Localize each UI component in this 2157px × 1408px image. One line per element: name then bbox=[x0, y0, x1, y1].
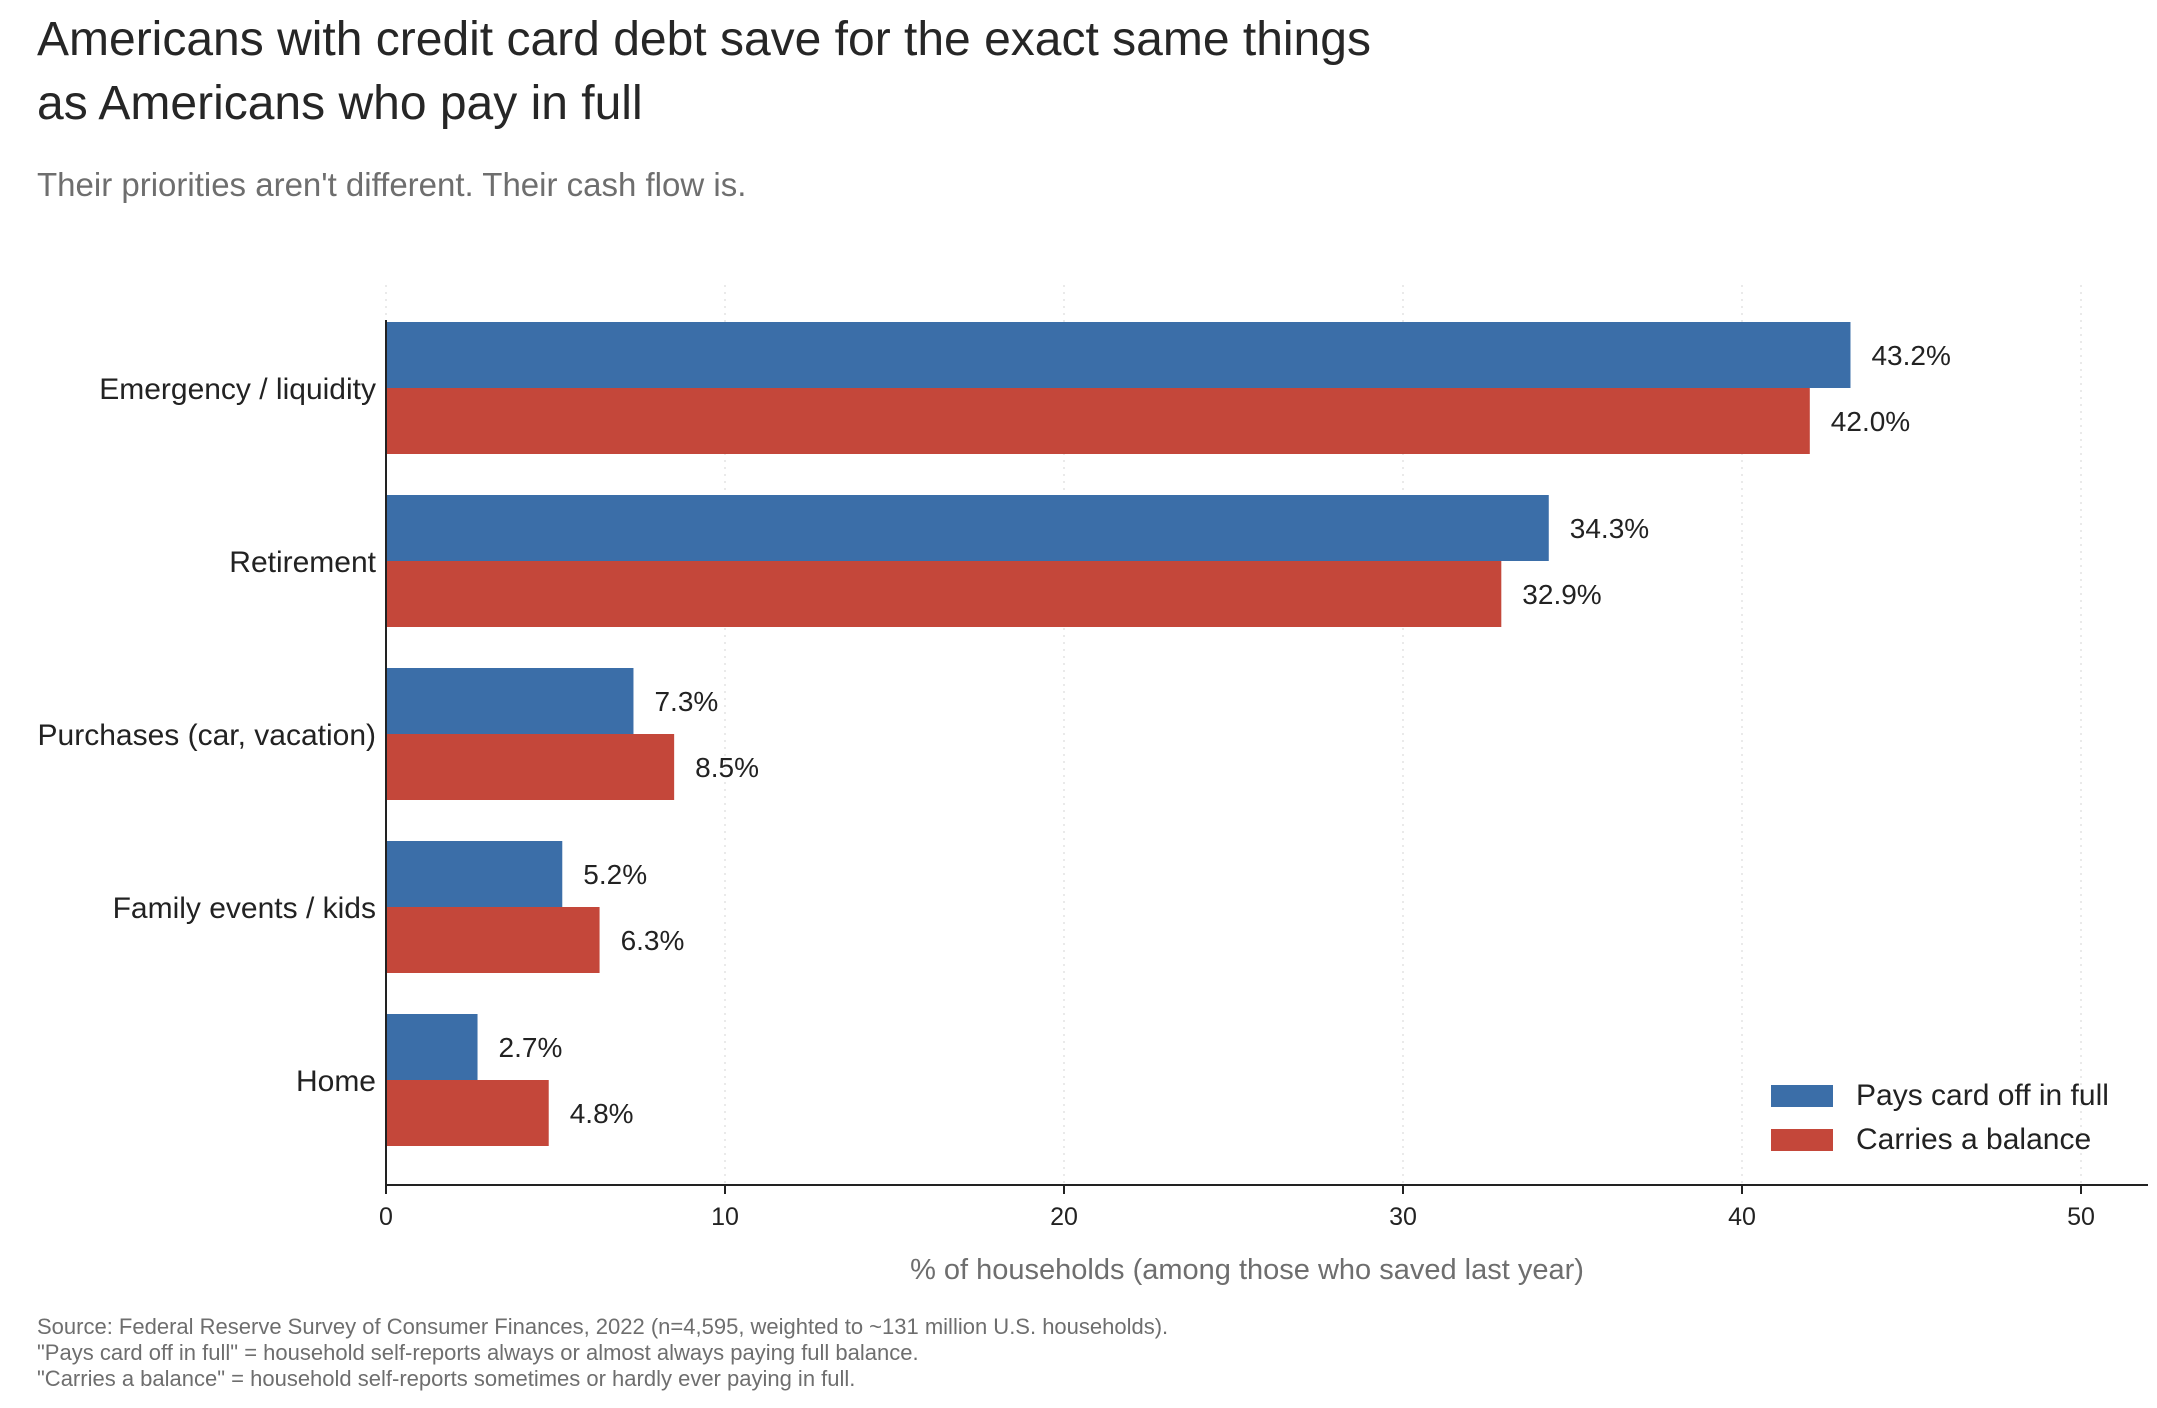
value-label-carries-balance-3: 6.3% bbox=[621, 925, 685, 956]
value-label-pays-in-full-3: 5.2% bbox=[583, 859, 647, 890]
value-label-carries-balance-2: 8.5% bbox=[695, 752, 759, 783]
legend-label-pays-in-full: Pays card off in full bbox=[1856, 1079, 2109, 1112]
x-tick-label-40: 40 bbox=[1728, 1203, 1756, 1231]
value-label-carries-balance-4: 4.8% bbox=[570, 1098, 634, 1129]
label-layer: 43.2% 42.0% Emergency / liquidity 34.3% 32.9… bbox=[38, 340, 1951, 1129]
chart-title-line-1: Americans with credit card debt save for… bbox=[37, 13, 1371, 66]
bar-pays-in-full-2 bbox=[386, 668, 634, 734]
x-tick-label-20: 20 bbox=[1050, 1203, 1078, 1231]
legend-swatch-carries-balance bbox=[1771, 1129, 1833, 1151]
legend-swatch-pays-in-full bbox=[1771, 1085, 1833, 1107]
value-label-pays-in-full-0: 43.2% bbox=[1871, 340, 1950, 371]
bar-pays-in-full-3 bbox=[386, 841, 563, 907]
value-label-pays-in-full-1: 34.3% bbox=[1570, 513, 1649, 544]
category-label-3: Family events / kids bbox=[113, 892, 376, 925]
value-label-carries-balance-1: 32.9% bbox=[1522, 579, 1601, 610]
footnote-line-1: Source: Federal Reserve Survey of Consum… bbox=[37, 1314, 1169, 1339]
footnote-line-2: "Pays card off in full" = household self… bbox=[37, 1340, 919, 1365]
category-label-1: Retirement bbox=[229, 546, 376, 579]
bar-carries-balance-0 bbox=[386, 388, 1810, 454]
bar-pays-in-full-1 bbox=[386, 495, 1549, 561]
value-label-pays-in-full-4: 2.7% bbox=[499, 1032, 563, 1063]
value-label-pays-in-full-2: 7.3% bbox=[654, 686, 718, 717]
bar-pays-in-full-0 bbox=[386, 322, 1851, 388]
category-label-2: Purchases (car, vacation) bbox=[38, 719, 376, 752]
chart-subtitle: Their priorities aren't different. Their… bbox=[37, 166, 747, 203]
bar-pays-in-full-4 bbox=[386, 1014, 478, 1080]
bar-carries-balance-4 bbox=[386, 1080, 549, 1146]
chart-title: Americans with credit card debt save for… bbox=[37, 8, 1637, 136]
chart-title-line-2: as Americans who pay in full bbox=[37, 77, 643, 130]
x-tick-label-30: 30 bbox=[1389, 1203, 1417, 1231]
category-label-4: Home bbox=[296, 1065, 376, 1098]
bar-carries-balance-2 bbox=[386, 734, 675, 800]
footnote-line-3: "Carries a balance" = household self-rep… bbox=[37, 1366, 856, 1391]
value-label-carries-balance-0: 42.0% bbox=[1831, 406, 1910, 437]
bar-layer bbox=[386, 322, 1851, 1146]
x-tick-label-0: 0 bbox=[379, 1203, 393, 1231]
x-axis-title: % of households (among those who saved l… bbox=[910, 1254, 1584, 1286]
source-footnote: Source: Federal Reserve Survey of Consum… bbox=[37, 1314, 1168, 1392]
bar-carries-balance-1 bbox=[386, 561, 1502, 627]
category-label-0: Emergency / liquidity bbox=[99, 373, 376, 406]
x-tick-label-10: 10 bbox=[711, 1203, 739, 1231]
legend: Pays card off in full Carries a balance bbox=[1771, 1079, 2109, 1156]
axis-layer: 0 10 20 30 40 50 % of households (among those … bbox=[379, 320, 2148, 1286]
x-tick-label-50: 50 bbox=[2067, 1203, 2095, 1231]
legend-label-carries-balance: Carries a balance bbox=[1856, 1123, 2091, 1156]
bar-carries-balance-3 bbox=[386, 907, 600, 973]
